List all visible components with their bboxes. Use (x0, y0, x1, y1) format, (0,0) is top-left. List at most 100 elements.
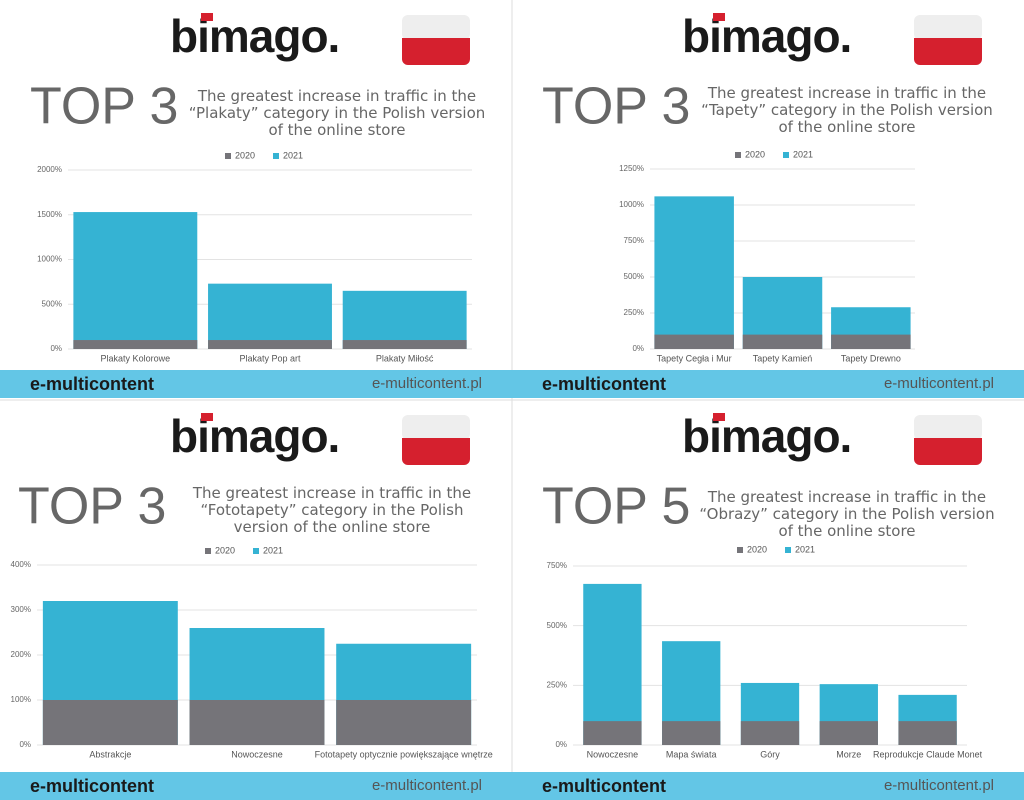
bar (583, 583, 642, 745)
x-tick-label: Plakaty Kolorowe (101, 353, 171, 363)
flag-white (914, 415, 982, 440)
logo-accent (713, 13, 725, 21)
footer-band (0, 370, 512, 398)
y-tick-label: 0% (50, 344, 62, 353)
footer-brand: e-multicontent (30, 374, 154, 394)
footer-url: e-multicontent.pl (372, 777, 482, 794)
heading: TOP 3 (18, 478, 166, 536)
y-tick-label: 750% (547, 561, 567, 570)
x-tick-label: Nowoczesne (587, 749, 639, 759)
x-tick-label: Morze (836, 749, 861, 759)
y-tick-label: 0% (555, 740, 567, 749)
x-tick-label: Plakaty Pop art (239, 353, 301, 363)
bar (73, 212, 198, 349)
y-tick-label: 300% (11, 605, 31, 614)
flag-white (402, 15, 470, 40)
legend-label: 2021 (795, 544, 815, 554)
legend-label: 2020 (747, 544, 767, 554)
x-tick-label: Abstrakcje (89, 749, 131, 759)
bar (73, 340, 198, 349)
legend-swatch (205, 548, 211, 554)
logo: bimago. (682, 410, 851, 462)
bar (336, 700, 472, 745)
x-tick-label: Góry (760, 749, 780, 759)
y-tick-label: 2000% (37, 165, 62, 174)
legend-label: 2021 (793, 149, 813, 159)
y-tick-label: 750% (624, 236, 644, 245)
legend-swatch (253, 548, 259, 554)
logo-accent (201, 13, 213, 21)
x-tick-label: Plakaty Miłość (376, 353, 434, 363)
legend-swatch (785, 547, 791, 553)
bar (662, 721, 721, 745)
bar (208, 340, 332, 349)
flag-red-fill (914, 38, 982, 48)
footer-url: e-multicontent.pl (884, 375, 994, 392)
footer-brand: e-multicontent (542, 374, 666, 394)
x-tick-label: Tapety Drewno (841, 353, 901, 363)
logo: bimago. (170, 10, 339, 62)
bar (189, 700, 325, 745)
footer-brand: e-multicontent (30, 776, 154, 796)
y-tick-label: 500% (624, 272, 644, 281)
y-tick-label: 0% (19, 740, 31, 749)
chart-title: The greatest increase in traffic in the … (699, 488, 995, 540)
heading: TOP 3 (30, 78, 178, 136)
y-tick-label: 1000% (619, 200, 644, 209)
flag-red-fill (402, 438, 470, 448)
bar (740, 721, 800, 745)
footer-band (512, 370, 1024, 398)
chart-title: The greatest increase in traffic in the … (188, 87, 486, 139)
flag-red-fill (402, 38, 470, 48)
bar (342, 290, 467, 349)
footer-band (0, 772, 512, 800)
x-tick-label: Mapa świata (666, 749, 717, 759)
y-tick-label: 500% (547, 621, 567, 630)
legend-label: 2021 (263, 545, 283, 555)
x-tick-label: Reprodukcje Claude Monet (873, 749, 983, 759)
bar (342, 340, 467, 349)
legend-swatch (737, 547, 743, 553)
y-tick-label: 200% (11, 650, 31, 659)
flag-white (402, 415, 470, 440)
legend-label: 2020 (215, 545, 235, 555)
panel: bimago. TOP 5 2020 2021 0% 250% 500% 750% Nowocz… (512, 410, 1024, 800)
bar (898, 721, 957, 745)
logo: bimago. (170, 410, 339, 462)
bar (742, 334, 823, 349)
legend-label: 2021 (283, 150, 303, 160)
bar (583, 721, 642, 745)
logo-accent (201, 413, 213, 421)
chart-title: The greatest increase in traffic in the … (701, 84, 993, 136)
y-tick-label: 500% (42, 299, 62, 308)
logo: bimago. (682, 10, 851, 62)
y-tick-label: 0% (632, 344, 644, 353)
y-tick-label: 1250% (619, 164, 644, 173)
y-tick-label: 400% (11, 560, 31, 569)
flag-red-fill (914, 438, 982, 448)
panel: bimago.TOP 3 2020 2021 0% 100% 200% 300% 400% Ab… (0, 410, 512, 800)
y-tick-label: 250% (547, 680, 567, 689)
legend-swatch (783, 152, 789, 158)
bar (654, 334, 734, 349)
bar (42, 700, 178, 745)
chart-title: The greatest increase in traffic in the … (192, 484, 472, 536)
legend-label: 2020 (235, 150, 255, 160)
y-tick-label: 1500% (37, 210, 62, 219)
bar (831, 334, 911, 349)
x-tick-label: Fototapety optycznie powiększające wnętr… (315, 749, 493, 759)
panel: bimago. TOP 3 2020 2021 0% 250% 500% 750% 1000% 1… (512, 10, 1024, 398)
y-tick-label: 1000% (37, 255, 62, 264)
x-tick-label: Tapety Kamień (753, 353, 813, 363)
y-tick-label: 250% (624, 308, 644, 317)
legend-swatch (273, 153, 279, 159)
legend-swatch (735, 152, 741, 158)
heading: TOP 3 (542, 78, 690, 136)
footer-band (512, 772, 1024, 800)
x-tick-label: Tapety Cegła i Mur (657, 353, 732, 363)
footer-url: e-multicontent.pl (372, 375, 482, 392)
heading: TOP 5 (542, 478, 690, 536)
bar (819, 721, 878, 745)
x-tick-label: Nowoczesne (231, 749, 283, 759)
